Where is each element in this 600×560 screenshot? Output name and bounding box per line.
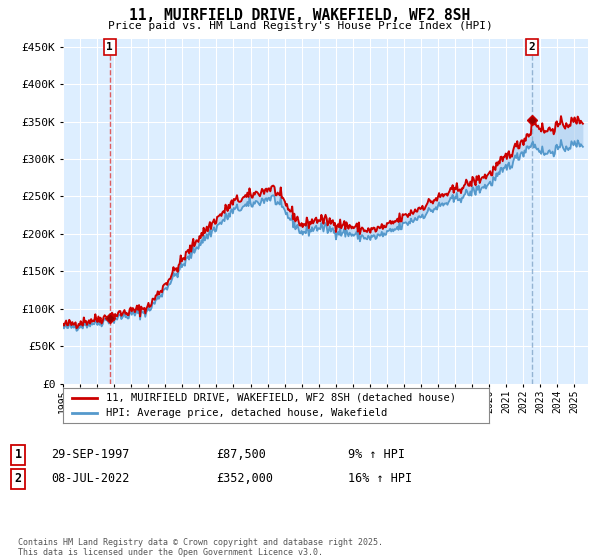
- Text: 11, MUIRFIELD DRIVE, WAKEFIELD, WF2 8SH: 11, MUIRFIELD DRIVE, WAKEFIELD, WF2 8SH: [130, 8, 470, 24]
- Text: £87,500: £87,500: [216, 448, 266, 461]
- Text: 1: 1: [106, 42, 113, 52]
- Text: Contains HM Land Registry data © Crown copyright and database right 2025.
This d: Contains HM Land Registry data © Crown c…: [18, 538, 383, 557]
- Text: Price paid vs. HM Land Registry's House Price Index (HPI): Price paid vs. HM Land Registry's House …: [107, 21, 493, 31]
- Text: 2: 2: [14, 472, 22, 486]
- Text: 11, MUIRFIELD DRIVE, WAKEFIELD, WF2 8SH (detached house): 11, MUIRFIELD DRIVE, WAKEFIELD, WF2 8SH …: [106, 393, 455, 403]
- Text: 29-SEP-1997: 29-SEP-1997: [51, 448, 130, 461]
- Text: HPI: Average price, detached house, Wakefield: HPI: Average price, detached house, Wake…: [106, 408, 387, 418]
- Text: 2: 2: [529, 42, 535, 52]
- Text: 16% ↑ HPI: 16% ↑ HPI: [348, 472, 412, 486]
- Text: 9% ↑ HPI: 9% ↑ HPI: [348, 448, 405, 461]
- Text: 1: 1: [14, 448, 22, 461]
- Text: £352,000: £352,000: [216, 472, 273, 486]
- Text: 08-JUL-2022: 08-JUL-2022: [51, 472, 130, 486]
